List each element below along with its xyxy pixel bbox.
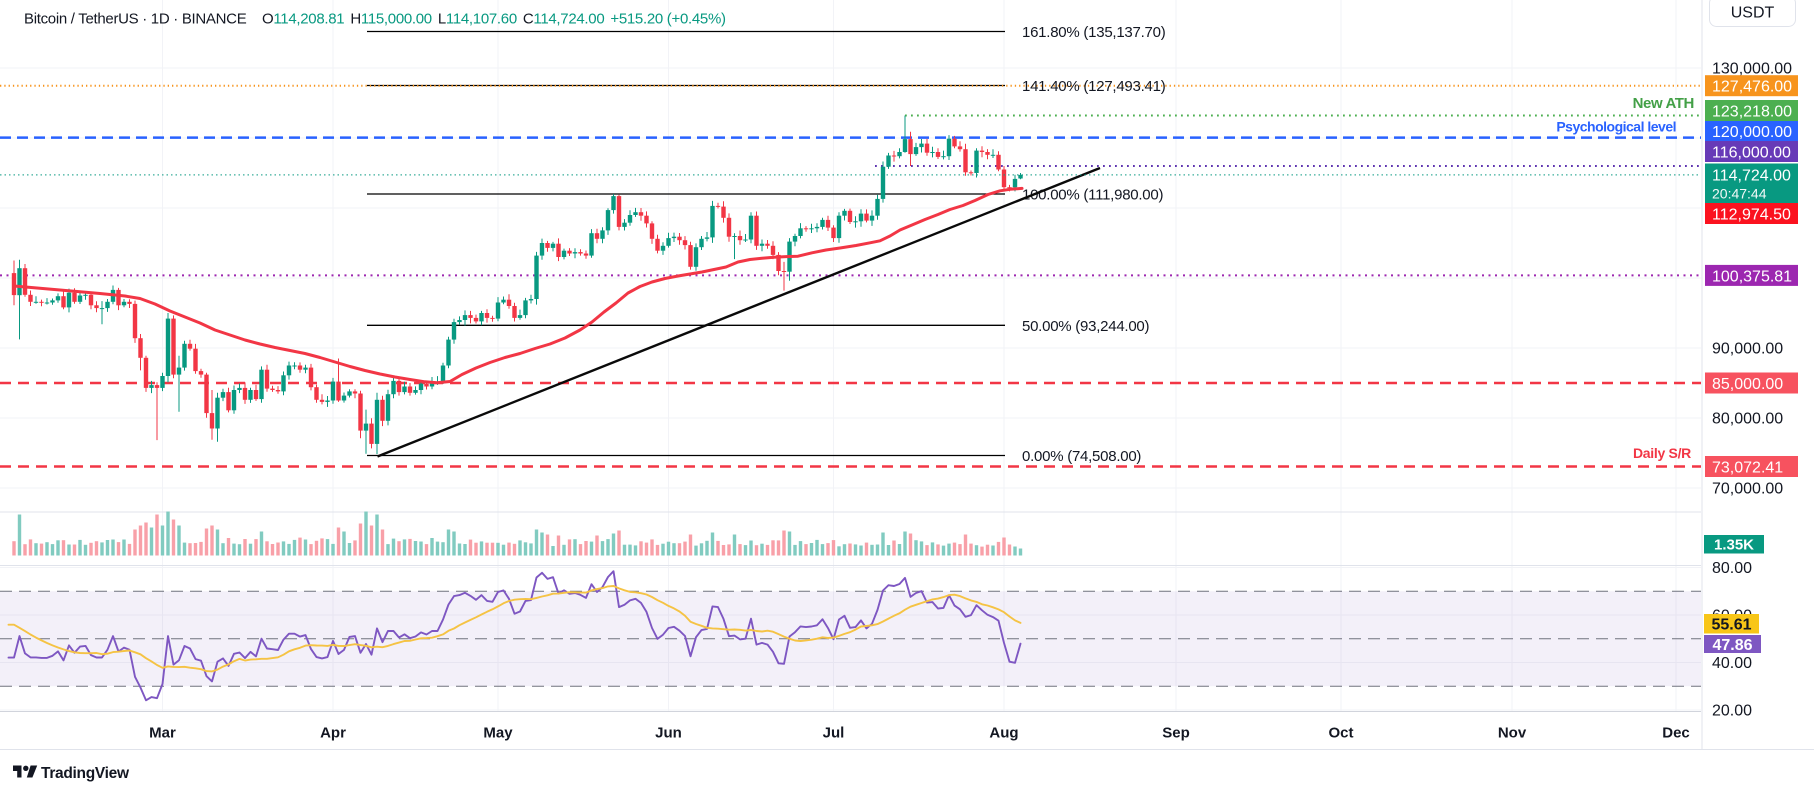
svg-text:40.00: 40.00 xyxy=(1712,655,1752,672)
svg-text:0.00% (74,508.00): 0.00% (74,508.00) xyxy=(1022,448,1141,465)
svg-text:100.00% (111,980.00): 100.00% (111,980.00) xyxy=(1022,187,1163,204)
svg-text:May: May xyxy=(483,725,513,742)
svg-text:50.00% (93,244.00): 50.00% (93,244.00) xyxy=(1022,318,1150,335)
svg-text:Nov: Nov xyxy=(1498,725,1527,742)
svg-text:Oct: Oct xyxy=(1328,725,1353,742)
svg-text:73,072.41: 73,072.41 xyxy=(1712,460,1783,477)
svg-text:120,000.00: 120,000.00 xyxy=(1712,124,1792,141)
svg-text:Mar: Mar xyxy=(149,725,176,742)
svg-text:47.86: 47.86 xyxy=(1712,637,1752,654)
svg-text:20.00: 20.00 xyxy=(1712,703,1752,720)
svg-text:Dec: Dec xyxy=(1662,725,1690,742)
svg-text:116,000.00: 116,000.00 xyxy=(1712,145,1791,162)
svg-text:161.80% (135,137.70): 161.80% (135,137.70) xyxy=(1022,24,1166,41)
svg-text:Aug: Aug xyxy=(989,725,1018,742)
svg-text:114,724.00: 114,724.00 xyxy=(1712,168,1791,185)
svg-text:112,974.50: 112,974.50 xyxy=(1712,207,1791,224)
svg-text:123,218.00: 123,218.00 xyxy=(1712,104,1792,121)
svg-text:55.61: 55.61 xyxy=(1711,617,1751,634)
svg-text:100,375.81: 100,375.81 xyxy=(1712,268,1792,285)
svg-text:130,000.00: 130,000.00 xyxy=(1712,61,1792,78)
svg-text:85,000.00: 85,000.00 xyxy=(1712,376,1783,393)
svg-text:80,000.00: 80,000.00 xyxy=(1712,411,1783,428)
svg-text:TradingView: TradingView xyxy=(41,765,130,782)
svg-text:USDT: USDT xyxy=(1731,5,1775,22)
svg-text:20:47:44: 20:47:44 xyxy=(1712,186,1767,202)
svg-text:Apr: Apr xyxy=(320,725,346,742)
svg-text:1.35K: 1.35K xyxy=(1714,537,1754,554)
svg-text:Jun: Jun xyxy=(655,725,682,742)
svg-text:70,000.00: 70,000.00 xyxy=(1712,481,1783,498)
svg-text:80.00: 80.00 xyxy=(1712,560,1752,577)
svg-text:127,476.00: 127,476.00 xyxy=(1712,79,1792,96)
svg-text:Daily S/R: Daily S/R xyxy=(1633,445,1691,461)
svg-text:Psychological level: Psychological level xyxy=(1556,119,1676,135)
svg-text:New ATH: New ATH xyxy=(1633,95,1694,112)
svg-text:141.40% (127,493.41): 141.40% (127,493.41) xyxy=(1022,78,1166,95)
svg-text:90,000.00: 90,000.00 xyxy=(1712,341,1783,358)
svg-text:Bitcoin / TetherUS · 1D · BINA: Bitcoin / TetherUS · 1D · BINANCE xyxy=(24,11,247,28)
svg-text:Sep: Sep xyxy=(1162,725,1190,742)
svg-text:Jul: Jul xyxy=(823,725,845,742)
